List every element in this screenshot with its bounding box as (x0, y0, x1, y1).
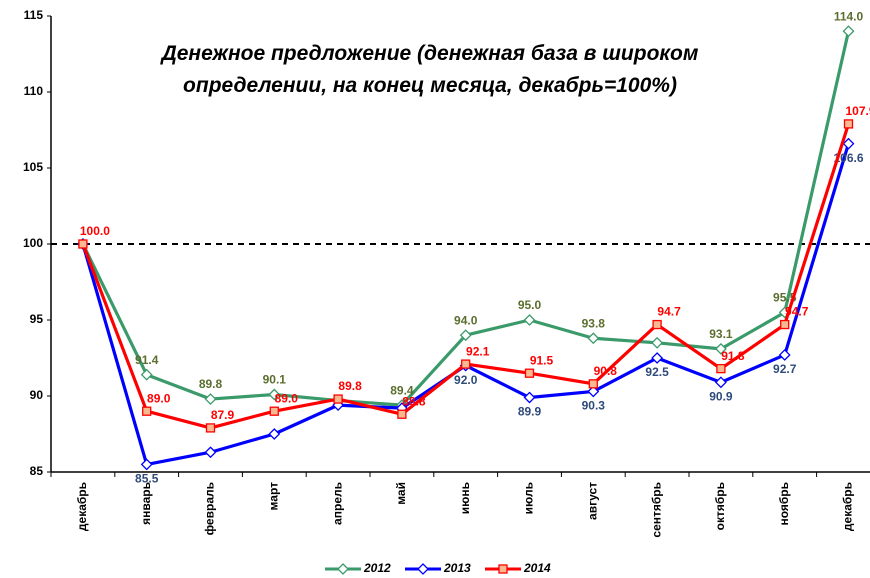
marker (780, 319, 790, 330)
legend-item: 2014 (485, 561, 551, 575)
marker (140, 458, 153, 471)
marker (459, 329, 472, 342)
value-label: 90.8 (594, 364, 618, 378)
value-label: 91.8 (721, 349, 745, 363)
value-label: 95.0 (518, 298, 542, 312)
x-tick-label: ноябрь (777, 482, 791, 526)
marker (417, 563, 429, 575)
marker (587, 385, 600, 398)
value-label: 90.9 (709, 389, 733, 403)
value-label: 88.8 (402, 394, 426, 408)
y-tick-label: 90 (30, 388, 44, 402)
value-label: 89.8 (338, 379, 362, 393)
marker (843, 119, 854, 129)
value-label: 90.1 (263, 373, 287, 387)
x-tick-label: июль (522, 482, 536, 514)
marker (140, 368, 153, 381)
y-tick-label: 85 (30, 464, 44, 478)
x-tick-label: декабрь (75, 482, 89, 531)
value-label: 89.4 (390, 383, 414, 397)
x-tick-label: октябрь (713, 482, 727, 530)
marker (587, 332, 600, 345)
x-tick-label: сентябрь (649, 482, 663, 538)
marker (78, 239, 88, 249)
x-tick-label: апрель (330, 482, 344, 525)
value-label: 94.7 (657, 305, 681, 319)
marker (204, 446, 217, 459)
y-tick-label: 110 (24, 84, 44, 98)
x-tick-label: август (585, 482, 599, 520)
value-label: 106.6 (833, 151, 863, 165)
value-label: 91.4 (135, 353, 159, 367)
marker (842, 25, 855, 38)
value-label: 92.7 (773, 362, 797, 376)
value-label: 92.5 (645, 365, 669, 379)
marker (778, 349, 791, 361)
y-tick-label: 100 (23, 236, 43, 250)
value-label: 90.3 (582, 399, 606, 413)
marker (523, 391, 536, 404)
x-tick-label: январь (139, 482, 153, 525)
x-tick-label: май (394, 482, 408, 505)
chart-title: Денежное предложение (денежная база в ши… (161, 42, 699, 97)
marker (523, 314, 536, 326)
marker (461, 359, 471, 369)
value-label: 85.5 (135, 472, 159, 486)
y-tick-label: 105 (23, 160, 43, 174)
value-label: 89.0 (147, 391, 171, 405)
x-tick-label: июнь (458, 482, 472, 514)
value-label: 107.9 (845, 104, 870, 118)
marker (652, 319, 662, 330)
marker (714, 342, 727, 355)
y-tick-label: 95 (30, 312, 44, 326)
marker (204, 393, 217, 405)
value-label: 91.5 (530, 353, 554, 367)
value-label: 93.1 (709, 327, 733, 341)
value-label: 93.8 (582, 316, 606, 330)
marker (333, 394, 343, 404)
value-label: 114.0 (834, 9, 864, 23)
marker (268, 388, 281, 401)
value-label: 87.9 (211, 408, 235, 422)
marker (524, 368, 535, 378)
value-label: 92.0 (454, 373, 478, 387)
marker (842, 137, 855, 150)
marker (714, 376, 727, 389)
value-label: 94.0 (454, 313, 478, 327)
marker (142, 406, 152, 416)
series-line (81, 143, 851, 466)
legend-label: 2013 (443, 561, 471, 575)
y-tick-label: 115 (24, 8, 44, 22)
legend-label: 2014 (523, 561, 551, 575)
x-tick-label: февраль (203, 482, 217, 535)
marker (498, 564, 508, 574)
marker (268, 428, 281, 440)
marker (716, 363, 726, 374)
x-tick-label: декабрь (841, 482, 855, 531)
value-label: 89.0 (275, 391, 299, 405)
marker (588, 379, 598, 389)
x-tick-label: март (266, 482, 280, 511)
legend-item: 2013 (405, 561, 471, 575)
value-label: 100.0 (80, 224, 110, 238)
value-label: 94.7 (785, 305, 809, 319)
legend-label: 2012 (363, 561, 391, 575)
value-label: 92.1 (466, 344, 490, 358)
marker (205, 423, 216, 433)
marker (337, 563, 349, 575)
value-label: 89.8 (199, 377, 223, 391)
marker (269, 406, 279, 416)
marker (397, 409, 407, 419)
legend-item: 2012 (325, 561, 391, 575)
value-label: 89.9 (518, 405, 542, 419)
marker (651, 336, 664, 349)
marker (651, 352, 664, 364)
